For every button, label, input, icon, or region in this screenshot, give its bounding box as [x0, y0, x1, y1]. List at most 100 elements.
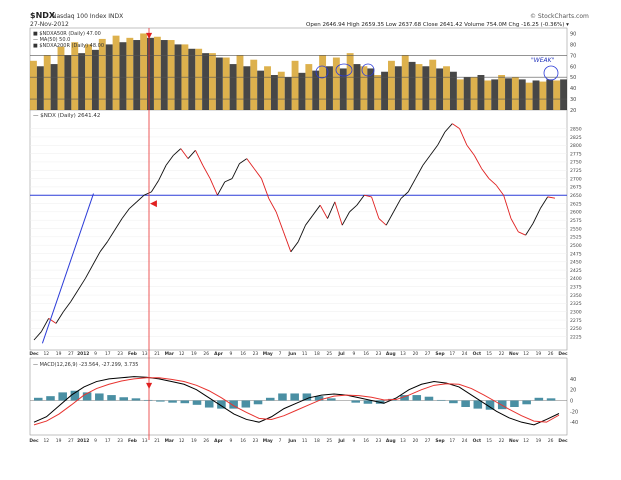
price-line-segment [246, 158, 255, 169]
breadth-bar-ndxa50r [126, 37, 134, 111]
x-tick-label: 9 [229, 351, 232, 357]
price-line-segment [70, 289, 79, 302]
y-tick-label: 2350 [570, 293, 582, 299]
breadth-bar-ndxa200r [381, 71, 388, 110]
macd-histogram-bar [58, 392, 67, 401]
price-line-segment [48, 317, 57, 324]
price-line-segment [217, 181, 226, 196]
x-tick-label: 12 [44, 438, 50, 444]
x-tick-label: 17 [449, 438, 455, 444]
breadth-bar-ndxa50r [305, 64, 313, 110]
y-tick-label: 2575 [570, 218, 582, 224]
price-line-segment [283, 231, 292, 252]
price-line-segment [33, 331, 42, 341]
x-tick-label: 23 [253, 438, 259, 444]
x-tick-label: 20 [413, 438, 419, 444]
price-line-segment [143, 191, 152, 196]
price-line-segment [77, 278, 86, 291]
breadth-bar-ndxa50r [98, 38, 106, 110]
x-tick-label: 23 [376, 351, 382, 357]
x-tick-label: 23 [117, 438, 123, 444]
macd-histogram-bar [363, 400, 373, 404]
price-line-segment [400, 191, 409, 199]
price-line-segment [136, 194, 145, 203]
price-line-segment [165, 155, 174, 166]
breadth-bar-ndxa50r [498, 75, 506, 110]
y-tick-label: 2425 [570, 268, 582, 274]
x-tick-label: 22 [499, 438, 505, 444]
macd-histogram-bar [143, 399, 153, 401]
x-tick-label: 19 [536, 438, 542, 444]
breadth-bar-ndxa50r [401, 55, 409, 110]
y-tick-label: 2775 [570, 151, 582, 157]
price-line-segment [495, 184, 504, 196]
price-line-segment [378, 218, 387, 226]
price-line-segment [180, 148, 189, 159]
price-line-segment [209, 178, 218, 196]
breadth-bar-ndxa50r [553, 80, 561, 110]
x-tick-label: 17 [105, 438, 111, 444]
x-tick-label: 21 [154, 438, 160, 444]
x-tick-label: 19 [56, 438, 62, 444]
price-line-segment [305, 214, 314, 226]
breadth-bar-ndxa50r [511, 77, 519, 110]
x-tick-label: 19 [191, 438, 197, 444]
breadth-bar-ndxa50r [360, 66, 368, 110]
y-tick-label: 2225 [570, 334, 582, 340]
price-line-segment [437, 131, 446, 146]
breadth-bar-ndxa200r [243, 66, 251, 110]
y-tick-label: 20 [570, 108, 576, 114]
price-line-segment [121, 208, 130, 219]
trendline [41, 193, 94, 344]
x-tick-label: 13 [400, 438, 406, 444]
breadth-bar-ndxa200r [436, 68, 444, 110]
macd-histogram-bar [522, 400, 531, 405]
x-tick-label: 27 [68, 351, 74, 357]
y-tick-label: 2675 [570, 185, 582, 191]
macd-line-signal [33, 377, 560, 426]
symbol-title: $NDX [30, 11, 56, 20]
source-credit: © StockCharts.com [530, 13, 589, 20]
y-tick-label: 90 [570, 31, 576, 37]
macd-line-macd [33, 376, 560, 426]
price-line-segment [444, 123, 453, 133]
x-tick-label: Nov [509, 438, 519, 444]
breadth-bar-ndxa50r [57, 46, 65, 110]
y-tick-label: 80 [570, 42, 576, 48]
price-line-segment [422, 155, 431, 166]
x-tick-label: 23 [117, 351, 123, 357]
x-tick-label: 12 [523, 438, 529, 444]
x-tick-label: 19 [56, 351, 62, 357]
x-tick-label: 2012 [77, 351, 89, 357]
x-tick-label: 19 [191, 351, 197, 357]
y-tick-label: -20 [570, 409, 578, 415]
price-line-segment [297, 224, 306, 242]
x-tick-label: Feb [128, 438, 137, 444]
price-line-segment [62, 301, 72, 312]
breadth-bar-ndxa200r [188, 48, 196, 110]
y-tick-label: 0 [570, 399, 573, 405]
macd-histogram-bar [131, 398, 141, 401]
x-tick-label: 23 [376, 438, 382, 444]
macd-histogram-bar [119, 397, 129, 401]
x-tick-label: 12 [523, 351, 529, 357]
breadth-bar-ndxa200r [298, 72, 306, 110]
breadth-bar-ndxa200r [449, 71, 457, 110]
breadth-bar-ndxa50r [209, 53, 216, 110]
x-tick-label: 18 [314, 438, 320, 444]
breadth-bar-ndxa200r [477, 75, 485, 110]
price-line-segment [275, 211, 284, 232]
x-tick-label: 9 [352, 351, 355, 357]
breadth-bar-ndxa200r [394, 66, 402, 110]
price-line-segment [518, 231, 526, 236]
breadth-bar-ndxa50r [264, 66, 271, 110]
macd-histogram-bar [156, 400, 165, 402]
x-tick-label: 16 [240, 438, 246, 444]
x-tick-label: Aug [386, 438, 396, 444]
price-line-segment [40, 318, 50, 332]
x-tick-label: Dec [558, 438, 568, 444]
breadth-bar-ndxa200r [491, 79, 499, 110]
y-tick-label: -40 [570, 420, 578, 426]
x-tick-label: 12 [179, 351, 185, 357]
